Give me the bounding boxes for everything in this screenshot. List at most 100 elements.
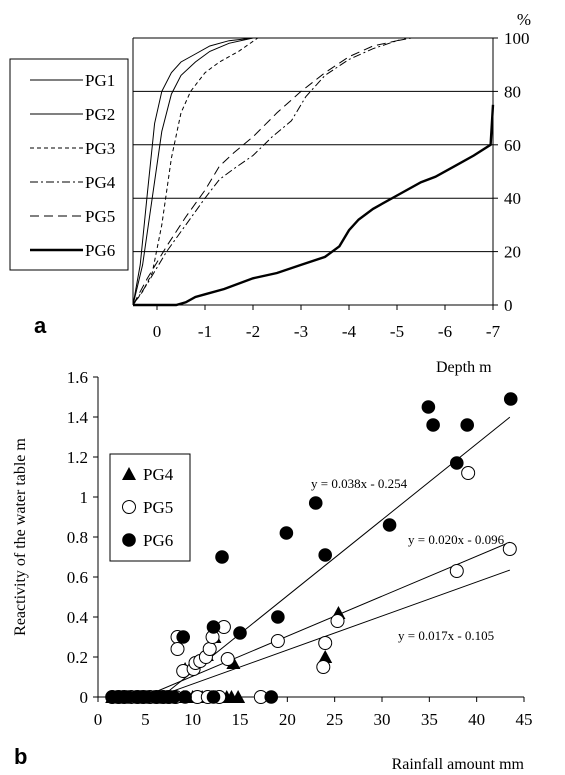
b-point-pg6: [206, 690, 221, 704]
b-y-tick-label: 0.8: [67, 528, 88, 547]
a-legend-label: PG5: [85, 207, 115, 226]
b-point-pg6: [215, 550, 229, 564]
b-x-tick-label: 35: [421, 710, 438, 729]
b-point-pg5: [502, 542, 517, 556]
a-series-lines: [132, 37, 495, 307]
a-x-tick-label: -2: [246, 322, 260, 341]
a-y-tick-label: 40: [504, 189, 521, 208]
b-points: [105, 392, 518, 704]
b-x-tick-label: 0: [94, 710, 103, 729]
b-point-pg6: [264, 690, 279, 704]
b-legend-label: PG6: [143, 531, 173, 550]
b-point-pg5: [449, 564, 464, 578]
b-point-pg6: [233, 626, 247, 640]
a-legend-label: PG6: [85, 241, 115, 260]
a-y-tick-label: 20: [504, 243, 521, 262]
b-y-tick-label: 0.4: [67, 608, 89, 627]
a-legend-label: PG1: [85, 71, 115, 90]
b-y-axis-title: Reactivity of the water table m: [12, 438, 29, 636]
a-y-tick-label: 0: [504, 296, 513, 315]
b-y-tick-label: 0: [80, 688, 89, 707]
b-legend-marker-pg4: [122, 467, 136, 480]
b-point-pg6: [166, 690, 181, 704]
a-legend-label: PG4: [85, 173, 116, 192]
b-x-tick-label: 30: [374, 710, 391, 729]
b-trend-equation: y = 0.038x - 0.254: [311, 476, 408, 491]
b-point-pg6: [460, 418, 475, 432]
b-point-pg6: [503, 392, 518, 406]
b-legend-label: PG5: [143, 498, 173, 517]
b-point-pg5: [220, 652, 235, 666]
a-y-tick-label: 60: [504, 136, 521, 155]
a-x-tick-label: -6: [438, 322, 452, 341]
a-series-pg6: [133, 104, 495, 307]
reactivity-scatter-chart: 0 0.2 0.4 0.6 0.8 1 1.2 1.4 1.6 0 5 10 15 20 25 30 35 40 4…: [12, 368, 533, 773]
b-point-pg5: [170, 642, 185, 656]
b-trend-equation: y = 0.020x - 0.096: [408, 532, 505, 547]
b-trendlines: y = 0.038x - 0.254 y = 0.020x - 0.096 y = …: [143, 416, 511, 698]
b-point-pg5: [270, 634, 285, 648]
b-point-pg5: [318, 636, 333, 650]
a-series-pg3: [132, 37, 493, 306]
b-x-tick-label: 5: [141, 710, 150, 729]
a-legend-label: PG2: [85, 105, 115, 124]
b-legend: PG4 PG5 PG6: [109, 453, 191, 562]
b-x-tick-label: 15: [232, 710, 249, 729]
a-x-tick-label: -5: [390, 322, 404, 341]
b-point-pg6: [426, 418, 440, 432]
b-point-pg6: [271, 610, 285, 624]
a-y-tick-label: 100: [504, 29, 530, 48]
a-y-unit-label: %: [517, 10, 531, 29]
b-point-pg6: [308, 496, 323, 510]
b-x-tick-label: 40: [468, 710, 485, 729]
a-series-pg5: [132, 37, 493, 306]
a-axes: 0 20 40 60 80 100% 0 -1 -2 -3 -4 -5 -6 -7 Depth m: [132, 10, 531, 376]
a-x-tick-label: 0: [153, 322, 162, 341]
b-point-pg6: [178, 690, 192, 704]
b-point-pg6: [421, 400, 436, 414]
a-series-pg2: [132, 37, 493, 306]
a-series-pg4: [132, 37, 493, 306]
a-x-tick-label: -4: [342, 322, 357, 341]
a-x-tick-label: -1: [198, 322, 212, 341]
b-trendline: [143, 541, 510, 698]
b-y-tick-label: 1: [80, 488, 89, 507]
b-trend-equation: y = 0.017x - 0.105: [398, 628, 494, 643]
panel-label-b: b: [14, 744, 27, 769]
b-point-pg6: [449, 456, 464, 470]
a-series-pg1: [132, 37, 493, 306]
panel-label-a: a: [34, 313, 47, 338]
b-point-pg5: [461, 466, 476, 480]
b-legend-label: PG4: [143, 465, 174, 484]
b-trendline: [156, 569, 510, 698]
b-y-tick-label: 1.6: [67, 368, 88, 387]
b-y-tick-label: 0.2: [67, 648, 88, 667]
b-y-tick-label: 1.4: [67, 408, 89, 427]
a-y-tick-label: 80: [504, 82, 521, 101]
a-x-tick-label: -7: [486, 322, 501, 341]
b-y-tick-label: 0.6: [67, 568, 88, 587]
b-point-pg6: [176, 630, 190, 644]
a-x-axis-title: Depth m: [436, 359, 492, 376]
b-x-tick-label: 10: [184, 710, 201, 729]
a-legend-box: [9, 58, 129, 271]
b-point-pg6: [318, 548, 333, 562]
a-x-tick-label: -3: [294, 322, 308, 341]
a-legend-label: PG3: [85, 139, 115, 158]
b-y-tick-label: 1.2: [67, 448, 88, 467]
b-legend-marker-pg6: [122, 533, 136, 547]
b-axes: 0 0.2 0.4 0.6 0.8 1 1.2 1.4 1.6 0 5 10 15 20 25 30 35 40 4…: [12, 368, 533, 773]
b-point-pg5: [202, 642, 217, 656]
b-x-tick-label: 20: [279, 710, 296, 729]
a-legend: PG1 PG2 PG3 PG4 PG5 PG6: [9, 58, 129, 271]
b-x-axis-title: Rainfall amount mm: [392, 756, 525, 773]
b-x-tick-label: 25: [326, 710, 343, 729]
b-legend-marker-pg5: [122, 500, 136, 514]
b-point-pg6: [279, 526, 294, 540]
b-x-tick-label: 45: [516, 710, 533, 729]
b-point-pg6: [206, 620, 221, 634]
b-point-pg4: [231, 690, 246, 703]
b-point-pg5: [316, 660, 331, 674]
